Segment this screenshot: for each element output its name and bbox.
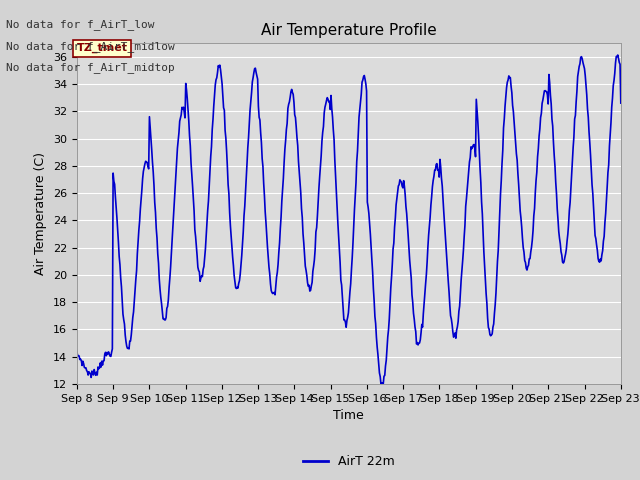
Text: No data for f_AirT_low: No data for f_AirT_low bbox=[6, 19, 155, 30]
X-axis label: Time: Time bbox=[333, 409, 364, 422]
Legend: AirT 22m: AirT 22m bbox=[298, 450, 399, 473]
Text: No data for f_AirT_midlow: No data for f_AirT_midlow bbox=[6, 41, 175, 52]
Y-axis label: Air Temperature (C): Air Temperature (C) bbox=[35, 152, 47, 275]
Text: No data for f_AirT_midtop: No data for f_AirT_midtop bbox=[6, 62, 175, 73]
Title: Air Temperature Profile: Air Temperature Profile bbox=[261, 23, 436, 38]
Text: TZ_tmet: TZ_tmet bbox=[77, 43, 128, 53]
